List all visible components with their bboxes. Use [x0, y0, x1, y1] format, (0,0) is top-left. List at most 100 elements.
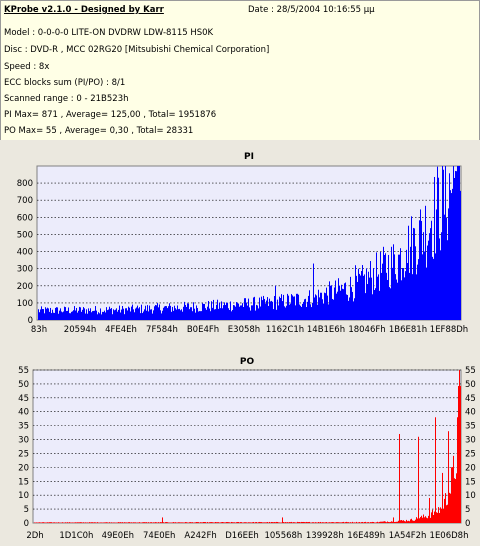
data-bar [282, 301, 283, 320]
data-bar [54, 522, 55, 523]
data-bar [457, 166, 458, 320]
data-bar [344, 522, 345, 523]
data-bar [156, 522, 157, 523]
data-bar [40, 309, 41, 320]
data-bar [437, 166, 438, 320]
data-bar [189, 522, 190, 523]
data-bar [54, 312, 55, 320]
data-bar [420, 517, 421, 523]
data-bar [284, 306, 285, 320]
data-bar [114, 522, 115, 523]
data-bar [249, 307, 250, 320]
data-bar [248, 298, 249, 320]
data-bar [235, 306, 236, 320]
x-tick-label: 18046Fh [348, 325, 385, 335]
data-bar [456, 171, 457, 320]
data-bar [57, 307, 58, 320]
data-bar [399, 433, 400, 523]
data-bar [349, 522, 350, 523]
data-bar [44, 313, 45, 320]
data-bar [332, 522, 333, 523]
data-bar [252, 305, 253, 320]
data-bar [161, 522, 162, 523]
data-bar [399, 254, 400, 320]
data-bar [245, 522, 246, 523]
data-bar [430, 517, 431, 523]
data-bar [376, 252, 377, 320]
data-bar [277, 299, 278, 320]
data-bar [78, 522, 79, 523]
y-tick-label: 45 [18, 394, 29, 404]
data-bar [261, 522, 262, 523]
data-bar [291, 521, 292, 523]
data-bar [308, 295, 309, 320]
data-bar [55, 307, 56, 320]
data-bar [262, 300, 263, 320]
data-bar [105, 522, 106, 523]
data-bar [204, 303, 205, 320]
data-bar [429, 233, 430, 320]
data-bar [403, 520, 404, 523]
data-bar [320, 521, 321, 523]
data-bar [434, 176, 435, 320]
data-bar [413, 227, 414, 320]
data-bar [372, 521, 373, 523]
data-bar [392, 267, 393, 320]
data-bar [413, 520, 414, 523]
data-bar [365, 521, 366, 523]
data-bar [144, 309, 145, 320]
data-bar [221, 301, 222, 320]
data-bar [238, 522, 239, 523]
data-bar [290, 522, 291, 523]
data-bar [364, 274, 365, 320]
data-bar [253, 297, 254, 320]
data-bar [39, 522, 40, 523]
data-bar [363, 522, 364, 523]
data-bar [338, 522, 339, 523]
data-bar [222, 522, 223, 523]
data-bar [362, 521, 363, 523]
y-tick-label: 55 [18, 366, 29, 376]
data-bar [422, 517, 423, 523]
data-bar [155, 522, 156, 523]
data-bar [237, 522, 238, 523]
data-bar [414, 228, 415, 320]
data-bar [326, 287, 327, 320]
data-bar [428, 515, 429, 523]
data-bar [202, 522, 203, 523]
data-bar [210, 311, 211, 320]
data-bar [436, 209, 437, 320]
data-bar [417, 264, 418, 320]
data-bar [425, 205, 426, 320]
data-bar [231, 521, 232, 523]
data-bar [195, 522, 196, 523]
data-bar [323, 303, 324, 320]
data-bar [436, 512, 437, 523]
y-tick-label-right: 55 [465, 366, 476, 376]
data-bar [258, 522, 259, 523]
data-bar [281, 294, 282, 320]
data-bar [455, 170, 456, 320]
data-bar [429, 497, 430, 523]
y-tick-label: 400 [17, 248, 33, 258]
plot-area [32, 369, 462, 524]
data-bar [41, 522, 42, 523]
app-title: KProbe v2.1.0 - Designed by Karr [4, 5, 164, 15]
data-bar [80, 307, 81, 320]
data-bar [430, 228, 431, 320]
data-bar [392, 521, 393, 523]
data-bar [278, 522, 279, 523]
data-bar [304, 299, 305, 320]
data-bar [169, 303, 170, 320]
data-bar [192, 522, 193, 523]
data-bar [389, 522, 390, 523]
data-bar [135, 308, 136, 320]
data-bar [42, 309, 43, 320]
data-bar [165, 306, 166, 320]
y-tick-label: 20 [18, 463, 29, 473]
data-bar [286, 522, 287, 523]
data-bar [452, 188, 453, 320]
data-bar [180, 310, 181, 320]
data-bar [326, 522, 327, 523]
data-bar [41, 306, 42, 320]
